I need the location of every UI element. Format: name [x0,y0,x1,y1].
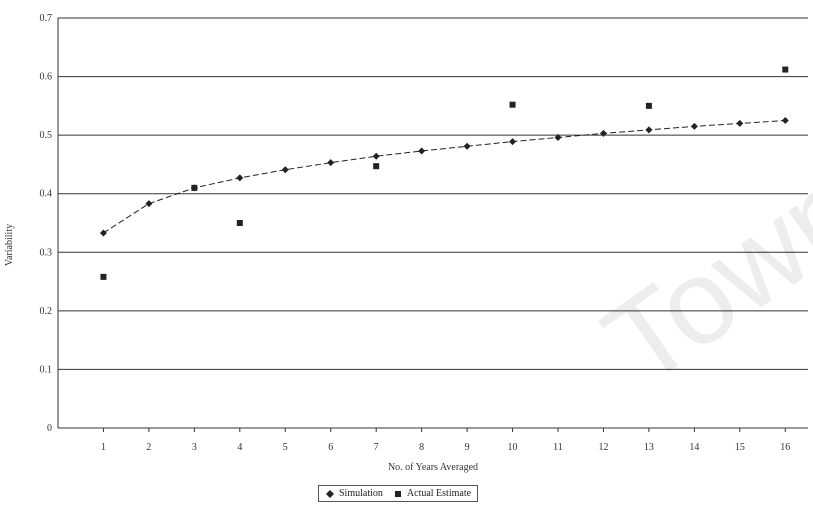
square-marker-icon [394,490,401,497]
y-axis-label: Variability [4,224,15,266]
simulation-point [236,174,244,182]
legend-item-actual-estimate: Actual Estimate [393,488,471,499]
simulation-point [736,119,744,127]
series-actual-estimate [100,66,789,280]
simulation-point [99,229,107,237]
x-tick-label: 9 [465,442,470,453]
y-tick-label: 0.4 [40,189,53,200]
x-tick-label: 8 [419,442,424,453]
x-tick-label: 6 [328,442,333,453]
y-tick-label: 0.3 [40,247,53,258]
x-tick-label: 16 [780,442,790,453]
gridlines [58,17,808,429]
y-tick-label: 0.1 [40,364,53,375]
x-tick-label: 15 [735,442,745,453]
x-tick-label: 11 [553,442,563,453]
y-tick-label: 0.6 [40,72,53,83]
y-tick-label: 0 [47,423,52,434]
x-tick-label: 10 [508,442,518,453]
diamond-marker-icon [326,489,334,498]
legend-label-simulation: Simulation [339,488,383,499]
actual-estimate-point [645,102,652,109]
x-tick-label: 1 [101,442,106,453]
legend-item-simulation: Simulation [325,488,383,499]
x-tick-label: 13 [644,442,654,453]
y-tick-label: 0.7 [40,13,53,24]
x-tick-label: 12 [598,442,608,453]
legend-label-actual-estimate: Actual Estimate [406,488,472,499]
actual-estimate-point [373,163,380,170]
simulation-point [690,122,698,130]
actual-estimate-point [100,273,107,280]
actual-estimate-point [236,220,243,226]
x-tick-label: 3 [192,442,197,453]
simulation-point [145,200,153,208]
actual-estimate-point [509,101,516,108]
simulation-point [281,166,289,174]
x-tick-label: 2 [146,442,151,453]
simulation-point [372,152,380,160]
simulation-point [554,133,562,141]
actual-estimate-point [782,66,789,73]
x-tick-label: 5 [283,442,288,453]
simulation-point [418,147,426,155]
simulation-point [509,138,517,146]
actual-estimate-point [191,184,198,191]
simulation-point [781,117,789,124]
simulation-point [599,129,607,137]
simulation-point [327,159,335,167]
x-tick-label: 4 [237,442,242,453]
chart-legend: Simulation Actual Estimate [318,485,479,502]
axes: 00.10.20.30.40.50.60.71 2 3 4 5 6 7 8 9 10 11 12 13 1… [40,13,791,453]
x-tick-label: 14 [689,442,699,453]
x-tick-label: 7 [374,442,379,453]
simulation-point [463,142,471,150]
simulation-line [103,120,786,234]
y-tick-label: 0.5 [40,130,53,141]
x-axis-label: No. of Years Averaged [388,462,478,473]
y-tick-label: 0.2 [40,306,53,317]
chart-canvas: 00.10.20.30.40.50.60.71 2 3 4 5 6 7 8 9 10 11 12 13 1… [4,13,808,473]
simulation-point [645,126,653,134]
